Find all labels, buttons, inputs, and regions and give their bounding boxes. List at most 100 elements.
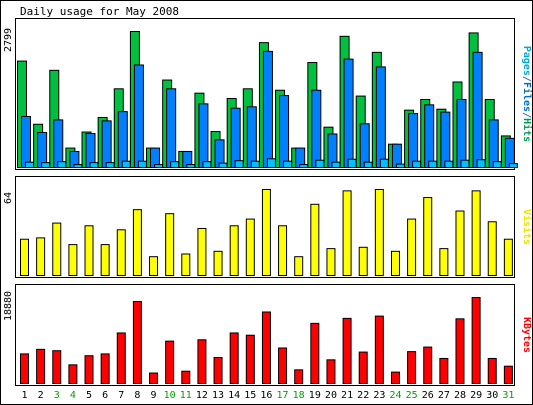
x-tick-label-17: 17: [277, 390, 289, 401]
x-tick-label-25: 25: [406, 390, 418, 401]
bar-pages-16: [266, 158, 276, 168]
bar-files-25: [408, 113, 419, 168]
x-tick-label-27: 27: [438, 390, 450, 401]
bar-pages-12: [202, 161, 212, 168]
x-tick-label-24: 24: [389, 390, 401, 401]
bar-kbytes-16: [261, 311, 271, 384]
bar-pages-2: [41, 162, 51, 169]
x-tick-label-1: 1: [21, 390, 27, 401]
bar-pages-23: [379, 158, 389, 169]
bar-visits-26: [423, 197, 433, 276]
bar-visits-25: [407, 218, 417, 276]
bar-pages-7: [121, 160, 131, 168]
panel-kbytes-legend: KBytes: [521, 317, 532, 353]
bar-files-23: [375, 66, 386, 168]
bar-files-26: [424, 104, 435, 168]
legend-entry-hits-3: /: [521, 112, 532, 118]
bar-kbytes-20: [326, 359, 336, 385]
bar-visits-24: [390, 250, 400, 276]
bar-kbytes-2: [36, 348, 46, 384]
bar-pages-14: [234, 160, 244, 168]
x-tick-label-30: 30: [486, 390, 498, 401]
bar-kbytes-25: [407, 351, 417, 385]
bar-kbytes-9: [149, 372, 159, 385]
panel-hits-legend: Pages/Files/Hits: [521, 46, 533, 142]
x-tick-label-12: 12: [196, 390, 208, 401]
chart-title: Daily usage for May 2008: [20, 5, 179, 18]
bar-files-1: [21, 115, 31, 168]
bar-visits-23: [374, 189, 384, 276]
x-tick-label-14: 14: [228, 390, 240, 401]
bar-visits-15: [245, 218, 255, 276]
bar-kbytes-4: [68, 364, 78, 385]
bar-kbytes-31: [503, 365, 513, 384]
bar-pages-17: [283, 160, 293, 168]
bar-kbytes-6: [100, 353, 110, 384]
bar-pages-26: [428, 160, 438, 168]
bar-kbytes-26: [423, 346, 433, 385]
bar-kbytes-23: [374, 315, 384, 384]
bar-files-6: [101, 120, 112, 168]
bar-pages-31: [508, 163, 518, 169]
bar-files-22: [359, 123, 370, 168]
x-tick-label-8: 8: [134, 390, 140, 401]
bar-visits-2: [36, 237, 46, 276]
bar-pages-19: [315, 159, 325, 169]
panel-visits-legend: Visits: [521, 209, 533, 245]
panel-kbytes-ymax-label: 18880: [3, 291, 14, 321]
x-tick-label-16: 16: [260, 390, 272, 401]
x-tick-label-13: 13: [212, 390, 224, 401]
bar-visits-9: [149, 256, 159, 276]
bar-visits-3: [52, 222, 62, 276]
bar-kbytes-19: [310, 322, 320, 385]
bar-visits-29: [471, 190, 481, 276]
bar-pages-5: [89, 162, 99, 169]
bar-visits-6: [100, 244, 110, 276]
bar-visits-10: [165, 213, 175, 276]
bar-files-15: [246, 106, 257, 168]
bar-files-19: [311, 89, 322, 168]
x-tick-label-31: 31: [502, 390, 514, 401]
bar-visits-27: [439, 248, 449, 276]
panel-hits-ymax-label: 2799: [3, 28, 14, 52]
x-tick-label-22: 22: [357, 390, 369, 401]
x-tick-label-23: 23: [373, 390, 385, 401]
bar-files-12: [198, 103, 209, 168]
x-tick-label-15: 15: [244, 390, 256, 401]
panel-visits-frame: [15, 176, 515, 278]
bar-kbytes-21: [342, 317, 352, 384]
x-tick-label-26: 26: [422, 390, 434, 401]
x-tick-label-3: 3: [54, 390, 60, 401]
bar-kbytes-30: [487, 357, 497, 384]
bar-visits-4: [68, 244, 78, 276]
x-tick-label-7: 7: [118, 390, 124, 401]
bar-pages-20: [331, 161, 341, 168]
bar-pages-27: [444, 160, 454, 168]
bar-visits-1: [20, 238, 29, 276]
bar-kbytes-24: [390, 371, 400, 384]
bar-pages-8: [137, 160, 147, 168]
bar-visits-7: [116, 229, 126, 276]
bar-visits-22: [358, 246, 368, 276]
bar-kbytes-5: [84, 355, 94, 385]
bar-visits-21: [342, 190, 352, 276]
bar-pages-30: [492, 161, 502, 168]
bar-pages-18: [299, 164, 309, 168]
bar-pages-9: [154, 164, 164, 168]
bar-visits-30: [487, 221, 497, 276]
x-tick-label-19: 19: [309, 390, 321, 401]
x-tick-label-28: 28: [454, 390, 466, 401]
bar-pages-15: [250, 160, 260, 168]
bar-kbytes-8: [132, 301, 142, 385]
bar-kbytes-17: [278, 347, 288, 384]
bar-kbytes-28: [455, 318, 465, 385]
bar-visits-13: [213, 250, 223, 276]
bar-visits-20: [326, 248, 336, 276]
bar-visits-16: [261, 189, 271, 276]
bar-visits-8: [132, 209, 142, 276]
bar-kbytes-14: [229, 332, 239, 385]
bar-files-3: [53, 119, 64, 168]
bar-files-30: [488, 119, 499, 168]
bar-kbytes-7: [116, 332, 126, 385]
x-tick-label-2: 2: [38, 390, 44, 401]
